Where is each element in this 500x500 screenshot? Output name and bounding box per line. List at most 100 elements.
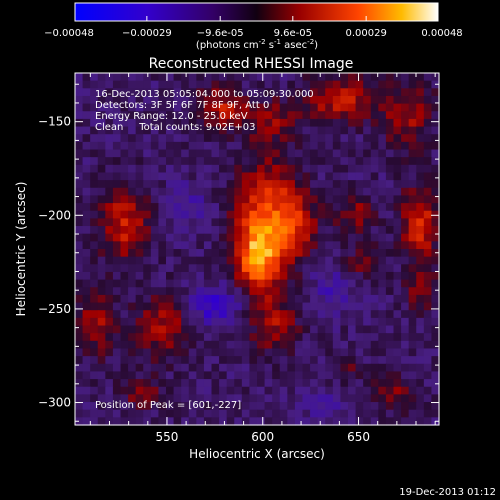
heatmap-cell <box>211 333 220 342</box>
heatmap-cell <box>143 325 152 334</box>
heatmap-cell <box>302 363 311 373</box>
heatmap-cell <box>272 118 281 128</box>
heatmap-cell <box>75 287 84 296</box>
heatmap-cell <box>401 73 410 82</box>
heatmap-cell <box>143 340 152 350</box>
heatmap-cell <box>219 126 228 135</box>
heatmap-cell <box>340 241 349 250</box>
heatmap-cell <box>393 172 402 181</box>
heatmap-cell <box>408 271 417 281</box>
heatmap-cell <box>241 294 251 304</box>
heatmap-cell <box>97 371 106 380</box>
heatmap-cell <box>241 302 251 311</box>
heatmap-cell <box>317 409 326 418</box>
heatmap-cell <box>219 249 228 258</box>
heatmap-cell <box>325 317 334 327</box>
heatmap-cell <box>150 88 160 97</box>
heatmap-cell <box>158 88 167 97</box>
heatmap-cell <box>135 271 144 281</box>
heatmap-cell <box>408 379 417 388</box>
heatmap-cell <box>105 203 114 212</box>
heatmap-cell <box>317 126 326 135</box>
heatmap-cell <box>287 256 296 265</box>
heatmap-cell <box>393 226 402 235</box>
heatmap-cell <box>97 302 106 311</box>
heatmap-cell <box>82 310 91 319</box>
heatmap-cell <box>393 294 402 304</box>
heatmap-cell <box>203 356 213 365</box>
heatmap-cell <box>431 310 440 319</box>
heatmap-cell <box>385 279 395 288</box>
heatmap-cell <box>363 118 372 128</box>
heatmap-cell <box>234 271 243 281</box>
heatmap-cell <box>302 256 311 265</box>
heatmap-cell <box>355 287 364 296</box>
heatmap-cell <box>317 157 326 166</box>
heatmap-cell <box>416 325 425 334</box>
heatmap-cell <box>120 73 129 82</box>
heatmap-cell <box>416 409 425 418</box>
heatmap-cell <box>257 394 266 403</box>
heatmap-cell <box>408 348 417 357</box>
heatmap-cell <box>188 172 197 181</box>
heatmap-cell <box>363 363 372 373</box>
heatmap-cell <box>166 149 175 158</box>
heatmap-cell <box>219 233 228 242</box>
heatmap-cell <box>97 317 106 327</box>
heatmap-cell <box>325 126 334 135</box>
heatmap-cell <box>272 356 281 365</box>
heatmap-cell <box>325 271 334 281</box>
heatmap-cell <box>317 111 326 120</box>
heatmap-cell <box>188 348 197 357</box>
heatmap-cell <box>431 394 440 403</box>
heatmap-cell <box>143 226 152 235</box>
heatmap-cell <box>393 187 402 197</box>
heatmap-cell <box>332 195 342 204</box>
heatmap-cell <box>226 264 235 273</box>
heatmap-cell <box>348 417 357 426</box>
heatmap-cell <box>310 180 319 189</box>
heatmap-cell <box>385 287 395 296</box>
heatmap-cell <box>431 317 440 327</box>
heatmap-cell <box>128 80 137 89</box>
heatmap-cell <box>431 103 440 112</box>
heatmap-cell <box>249 256 258 265</box>
heatmap-cell <box>82 149 91 158</box>
heatmap-cell <box>97 279 106 288</box>
heatmap-cell <box>196 409 205 418</box>
heatmap-cell <box>75 95 84 105</box>
heatmap-cell <box>158 203 167 212</box>
heatmap-cell <box>401 118 410 128</box>
heatmap-cell <box>401 103 410 112</box>
heatmap-cell <box>385 356 395 365</box>
heatmap-cell <box>173 348 182 357</box>
heatmap-cell <box>317 226 326 235</box>
heatmap-cell <box>272 264 281 273</box>
heatmap-cell <box>317 218 326 227</box>
heatmap-cell <box>249 340 258 350</box>
heatmap-cell <box>294 379 304 388</box>
heatmap-cell <box>158 149 167 158</box>
heatmap-cell <box>211 233 220 242</box>
heatmap-cell <box>340 317 349 327</box>
heatmap-cell <box>226 333 235 342</box>
heatmap-cell <box>150 302 160 311</box>
heatmap-cell <box>226 226 235 235</box>
heatmap-cell <box>249 80 258 89</box>
heatmap-cell <box>105 302 114 311</box>
heatmap-cell <box>105 333 114 342</box>
heatmap-cell <box>196 241 205 250</box>
heatmap-cell <box>287 271 296 281</box>
heatmap-cell <box>355 164 364 174</box>
heatmap-cell <box>378 149 387 158</box>
x-tick-label: 600 <box>251 430 274 444</box>
heatmap-cell <box>75 340 84 350</box>
heatmap-cell <box>385 317 395 327</box>
heatmap-cell <box>294 149 304 158</box>
heatmap-cell <box>211 203 220 212</box>
heatmap-cell <box>196 310 205 319</box>
heatmap-cell <box>264 203 273 212</box>
heatmap-cell <box>340 302 349 311</box>
heatmap-cell <box>310 249 319 258</box>
heatmap-cell <box>370 126 379 135</box>
